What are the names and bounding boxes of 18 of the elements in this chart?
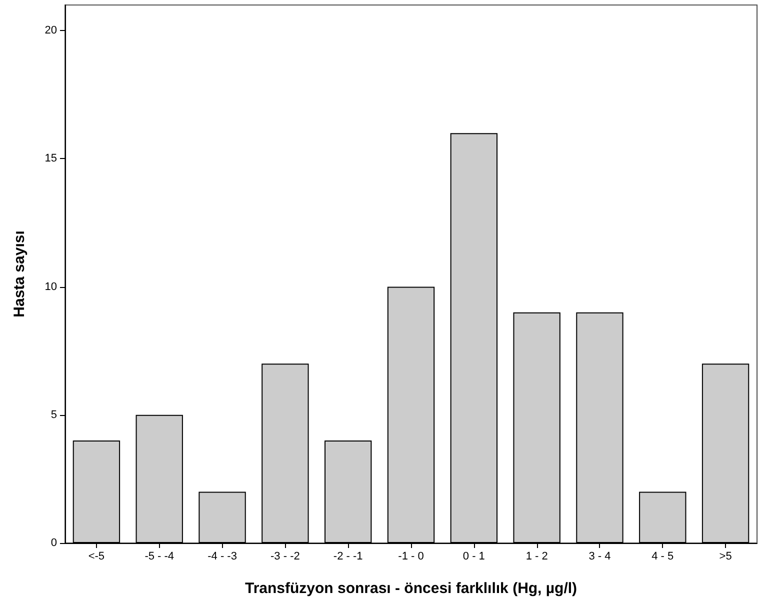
y-tick-label: 10 <box>44 280 57 293</box>
x-tick-label: <-5 <box>88 550 105 562</box>
x-tick-label: -3 - -2 <box>270 550 300 562</box>
x-tick-label: -2 - -1 <box>333 550 363 562</box>
y-axis-title: Hasta sayısı <box>11 230 28 318</box>
x-tick-label: 3 - 4 <box>588 550 611 562</box>
x-tick-label: -4 - -3 <box>208 550 237 562</box>
x-tick-label: 4 - 5 <box>652 550 674 562</box>
x-tick-label: -5 - -4 <box>144 550 174 562</box>
y-tick-label: 5 <box>50 408 57 421</box>
y-tick-label: 0 <box>50 537 57 549</box>
x-axis-title: Transfüzyon sonrası - öncesi farklılık (Hg, µg/l) <box>244 580 578 597</box>
x-tick-label: 0 - 1 <box>462 550 485 562</box>
x-tick-label: >5 <box>719 550 732 562</box>
x-tick-label: 1 - 2 <box>526 550 548 562</box>
x-tick-label: -1 - 0 <box>398 550 424 562</box>
y-tick-label: 20 <box>44 24 57 37</box>
y-tick-label: 15 <box>44 152 57 165</box>
